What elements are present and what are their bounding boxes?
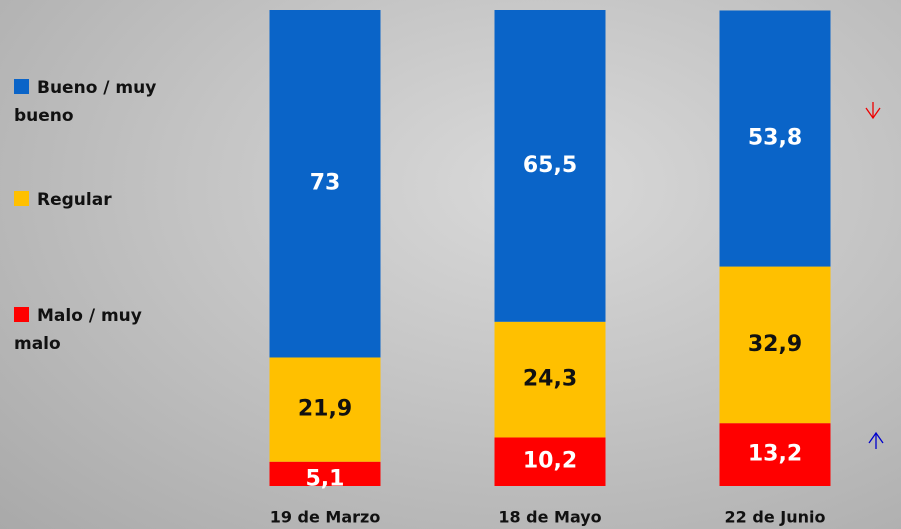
value-label: 24,3 <box>523 367 577 392</box>
down-arrow <box>866 102 880 118</box>
legend-entry: Bueno / muy bueno <box>14 74 184 130</box>
up-arrow <box>869 433 883 449</box>
value-label: 53,8 <box>748 126 802 151</box>
legend-label: Malo / muy malo <box>14 306 142 354</box>
legend-swatch <box>14 79 29 94</box>
value-label: 5,1 <box>306 467 345 492</box>
x-tick-label: 18 de Mayo <box>498 508 601 527</box>
value-label: 65,5 <box>523 153 577 178</box>
x-tick-label: 22 de Junio <box>725 508 826 527</box>
legend-label: Bueno / muy bueno <box>14 78 156 126</box>
x-tick-label: 19 de Marzo <box>270 508 381 527</box>
value-label: 10,2 <box>523 449 577 474</box>
legend-entry: Malo / muy malo <box>14 302 184 358</box>
legend-entry: Regular <box>14 186 204 214</box>
legend-swatch <box>14 307 29 322</box>
legend-label: Regular <box>37 190 112 210</box>
legend-swatch <box>14 191 29 206</box>
value-label: 73 <box>310 171 341 196</box>
value-label: 32,9 <box>748 332 802 357</box>
value-label: 13,2 <box>748 442 802 467</box>
chart: 5,1 21,9 73 19 de Marzo 10,2 24,3 65,5 18 de Ma… <box>0 0 901 529</box>
value-label: 21,9 <box>298 397 352 422</box>
